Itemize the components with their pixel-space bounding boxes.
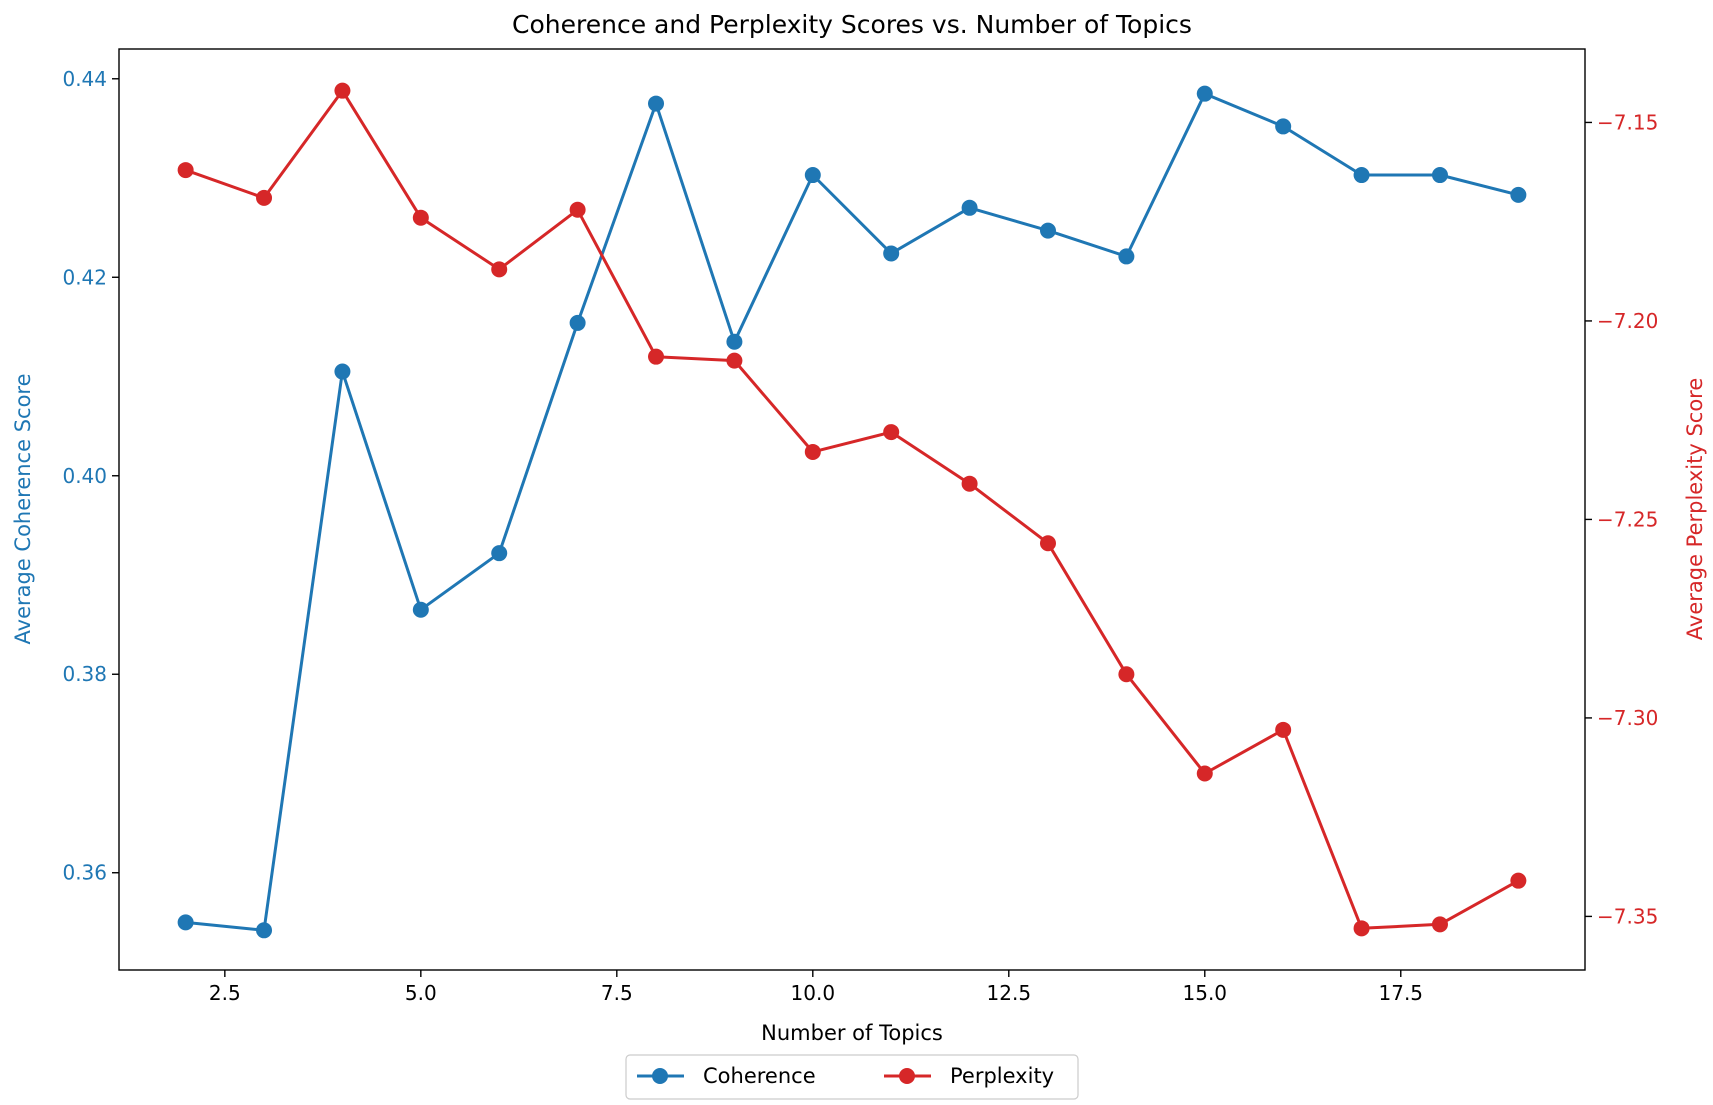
legend-entry-coherence: Coherence [637, 1064, 816, 1088]
left-y-tick-label: 0.44 [62, 67, 107, 91]
coherence-point [256, 922, 273, 939]
x-tick-label: 12.5 [987, 981, 1032, 1005]
left-y-tick-label: 0.36 [62, 861, 107, 885]
coherence-point [334, 363, 351, 380]
perplexity-point [1510, 872, 1527, 889]
left-y-axis-ticks: 0.36 0.38 0.40 0.42 0.44 [62, 67, 119, 885]
right-y-tick-label: −7.30 [1597, 706, 1658, 730]
legend-entry-perplexity: Perplexity [884, 1064, 1054, 1088]
x-axis-ticks: 2.5 5.0 7.5 10.0 12.5 15.0 17.5 [209, 970, 1423, 1005]
coherence-point [726, 333, 743, 350]
perplexity-point [491, 261, 508, 278]
coherence-line [185, 92, 1519, 932]
left-y-tick-label: 0.40 [62, 464, 107, 488]
perplexity-point [256, 189, 273, 206]
right-y-tick-label: −7.25 [1597, 507, 1658, 531]
perplexity-point [648, 348, 665, 365]
coherence-point [1196, 85, 1213, 102]
right-y-tick-label: −7.35 [1597, 904, 1658, 928]
perplexity-point [1039, 535, 1056, 552]
coherence-point [1118, 248, 1135, 265]
x-tick-label: 10.0 [791, 981, 836, 1005]
perplexity-point [1275, 721, 1292, 738]
perplexity-point [1353, 920, 1370, 937]
coherence-point [491, 545, 508, 562]
perplexity-point [334, 82, 351, 99]
coherence-point [1510, 186, 1527, 203]
perplexity-point [177, 162, 194, 179]
coherence-point [1275, 118, 1292, 135]
legend-perplexity-label: Perplexity [950, 1064, 1054, 1088]
coherence-point [177, 914, 194, 931]
x-tick-label: 17.5 [1379, 981, 1424, 1005]
perplexity-point [883, 424, 900, 441]
x-axis-title: Number of Topics [761, 1021, 943, 1045]
coherence-series [177, 85, 1527, 939]
left-y-axis-title: Average Coherence Score [11, 373, 35, 644]
perplexity-point [569, 201, 586, 218]
x-tick-label: 2.5 [209, 981, 241, 1005]
coherence-point [804, 167, 821, 184]
coherence-point [412, 601, 429, 618]
series-layer [177, 82, 1527, 939]
plot-area-frame [118, 48, 1586, 971]
perplexity-point [1196, 765, 1213, 782]
legend-coherence-marker [652, 1068, 668, 1084]
perplexity-point [1118, 666, 1135, 683]
coherence-point [648, 95, 665, 112]
legend-frame [625, 1054, 1079, 1100]
coherence-point [1431, 167, 1448, 184]
coherence-point [1039, 222, 1056, 239]
perplexity-point [412, 209, 429, 226]
right-y-axis-title: Average Perplexity Score [1683, 378, 1707, 641]
perplexity-point [961, 475, 978, 492]
right-y-axis-ticks: −7.35 −7.30 −7.25 −7.20 −7.15 [1585, 110, 1658, 928]
coherence-point [1353, 167, 1370, 184]
legend-perplexity-marker [899, 1068, 915, 1084]
perplexity-point [804, 443, 821, 460]
x-tick-label: 7.5 [601, 981, 633, 1005]
perplexity-line [185, 89, 1520, 930]
left-y-tick-label: 0.38 [62, 662, 107, 686]
left-y-tick-label: 0.42 [62, 265, 107, 289]
perplexity-point [726, 352, 743, 369]
x-tick-label: 5.0 [405, 981, 437, 1005]
x-tick-label: 15.0 [1183, 981, 1228, 1005]
coherence-point [569, 314, 586, 331]
right-y-tick-label: −7.15 [1597, 110, 1658, 134]
chart-title: Coherence and Perplexity Scores vs. Numb… [512, 10, 1192, 39]
perplexity-series [177, 82, 1527, 937]
coherence-point [961, 199, 978, 216]
coherence-point [883, 245, 900, 262]
legend: Coherence Perplexity [625, 1054, 1079, 1100]
legend-coherence-label: Coherence [703, 1064, 816, 1088]
right-y-tick-label: −7.20 [1597, 309, 1658, 333]
perplexity-point [1431, 916, 1448, 933]
